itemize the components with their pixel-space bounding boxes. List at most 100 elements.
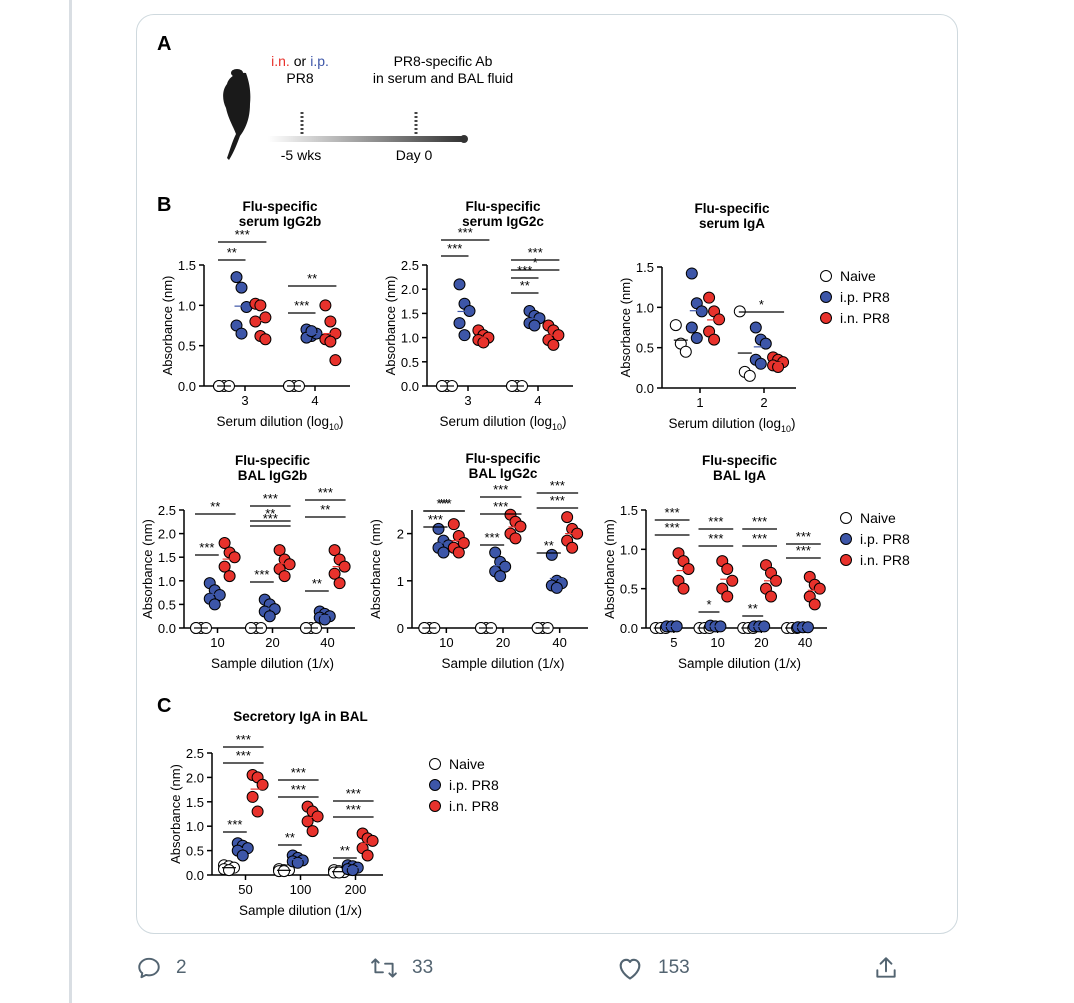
y-tick-label: 0.0 bbox=[620, 621, 638, 636]
legend-label: i.p. PR8 bbox=[860, 531, 910, 547]
reply-button[interactable]: 2 bbox=[136, 955, 187, 981]
significance-label: *** bbox=[493, 482, 508, 497]
x-tick-label: 10 bbox=[210, 635, 224, 650]
y-tick-label: 1.5 bbox=[158, 550, 176, 565]
data-point bbox=[235, 327, 248, 340]
legend-marker bbox=[429, 779, 441, 791]
data-point bbox=[432, 522, 445, 535]
x-tick-label: 20 bbox=[754, 635, 768, 650]
data-point bbox=[721, 563, 734, 575]
chart-title: Flu-specific bbox=[465, 451, 541, 466]
legend-marker bbox=[840, 554, 852, 566]
legend-label: i.p. PR8 bbox=[449, 777, 499, 793]
x-axis-label: Serum dilution (log10) bbox=[668, 416, 795, 434]
significance-label: ** bbox=[210, 499, 220, 514]
x-tick-label: 1 bbox=[696, 395, 703, 410]
data-point bbox=[813, 582, 826, 595]
y-axis-label: Absorbance (nm) bbox=[140, 519, 155, 619]
legend-label: i.n. PR8 bbox=[840, 310, 890, 326]
y-tick-label: 2.0 bbox=[158, 527, 176, 542]
x-tick-label: 40 bbox=[320, 635, 334, 650]
significance-label: *** bbox=[752, 531, 767, 546]
route-label: i.n. or i.p. bbox=[271, 53, 329, 69]
data-point bbox=[452, 546, 465, 559]
timeline-bar bbox=[268, 136, 464, 142]
significance-label: *** bbox=[346, 802, 361, 817]
significance-label: ** bbox=[340, 843, 350, 858]
timeline-label-2: Day 0 bbox=[396, 147, 433, 163]
data-point bbox=[256, 778, 269, 791]
route-ip-label: i.p. bbox=[310, 53, 329, 69]
data-point bbox=[223, 864, 235, 877]
significance-label: *** bbox=[294, 298, 309, 313]
data-point bbox=[333, 577, 346, 590]
significance-label: *** bbox=[484, 530, 499, 545]
data-point bbox=[679, 345, 692, 358]
significance-label: ** bbox=[312, 576, 322, 591]
data-point bbox=[273, 544, 286, 557]
data-point bbox=[324, 335, 337, 348]
share-icon bbox=[876, 957, 896, 978]
data-point bbox=[808, 598, 821, 611]
y-axis-label: Absorbance (nm) bbox=[602, 519, 617, 619]
data-point bbox=[743, 369, 756, 382]
significance-label: * bbox=[759, 297, 764, 312]
data-point bbox=[230, 271, 243, 284]
y-tick-label: 1.0 bbox=[158, 574, 176, 589]
retweet-count: 33 bbox=[412, 957, 434, 978]
data-point bbox=[677, 582, 690, 595]
chart-title: serum IgG2c bbox=[462, 214, 544, 229]
data-point bbox=[361, 849, 374, 862]
data-point bbox=[236, 849, 249, 862]
y-tick-label: 2.5 bbox=[401, 258, 419, 273]
data-point bbox=[278, 865, 290, 878]
data-point bbox=[759, 337, 772, 350]
significance-label: ** bbox=[227, 245, 237, 260]
x-tick-label: 4 bbox=[534, 393, 541, 408]
tweet-media-card[interactable] bbox=[136, 14, 958, 934]
chart-title: Flu-specific bbox=[235, 453, 311, 468]
data-point bbox=[566, 541, 579, 554]
data-point bbox=[259, 311, 272, 324]
y-tick-label: 0.0 bbox=[636, 381, 654, 396]
data-point bbox=[319, 299, 332, 312]
y-tick-label: 1 bbox=[397, 574, 404, 589]
y-tick-label: 1.5 bbox=[186, 795, 204, 810]
y-tick-label: 0.5 bbox=[636, 341, 654, 356]
figure: A i.n. or i.p. PR8 PR8-specific Ab in seru… bbox=[140, 33, 910, 918]
data-point bbox=[545, 548, 558, 561]
share-button[interactable] bbox=[873, 955, 899, 981]
y-axis-label: Absorbance (nm) bbox=[383, 276, 398, 376]
x-axis-label: Serum dilution (log10) bbox=[439, 414, 566, 432]
significance-label: *** bbox=[752, 514, 767, 529]
like-count: 153 bbox=[658, 957, 690, 978]
retweet-button[interactable]: 33 bbox=[370, 955, 433, 981]
legend-1: Naive i.p. PR8 i.n. PR8 bbox=[820, 268, 890, 326]
y-axis-label: Absorbance (nm) bbox=[618, 278, 633, 378]
x-axis-label: Sample dilution (1/x) bbox=[678, 656, 801, 671]
chart-title: BAL IgG2b bbox=[238, 468, 308, 483]
y-tick-label: 0.0 bbox=[158, 621, 176, 636]
significance-label: ** bbox=[265, 506, 275, 521]
y-tick-label: 1.5 bbox=[636, 260, 654, 275]
significance-label: * bbox=[706, 597, 711, 612]
data-point bbox=[685, 321, 698, 334]
y-tick-label: 1.0 bbox=[178, 298, 196, 313]
significance-label: *** bbox=[796, 529, 811, 544]
significance-label: *** bbox=[458, 225, 473, 240]
y-tick-label: 0.0 bbox=[178, 379, 196, 394]
significance-label: * bbox=[533, 255, 538, 270]
x-tick-label: 20 bbox=[496, 635, 510, 650]
data-point bbox=[329, 354, 342, 367]
significance-label: ** bbox=[748, 601, 758, 616]
like-button[interactable]: 153 bbox=[616, 955, 690, 981]
data-point bbox=[249, 315, 262, 328]
data-point bbox=[328, 544, 341, 557]
y-tick-label: 1.5 bbox=[620, 503, 638, 518]
route-or-label: or bbox=[294, 53, 307, 69]
significance-label: ** bbox=[439, 496, 449, 511]
significance-label: *** bbox=[318, 485, 333, 500]
